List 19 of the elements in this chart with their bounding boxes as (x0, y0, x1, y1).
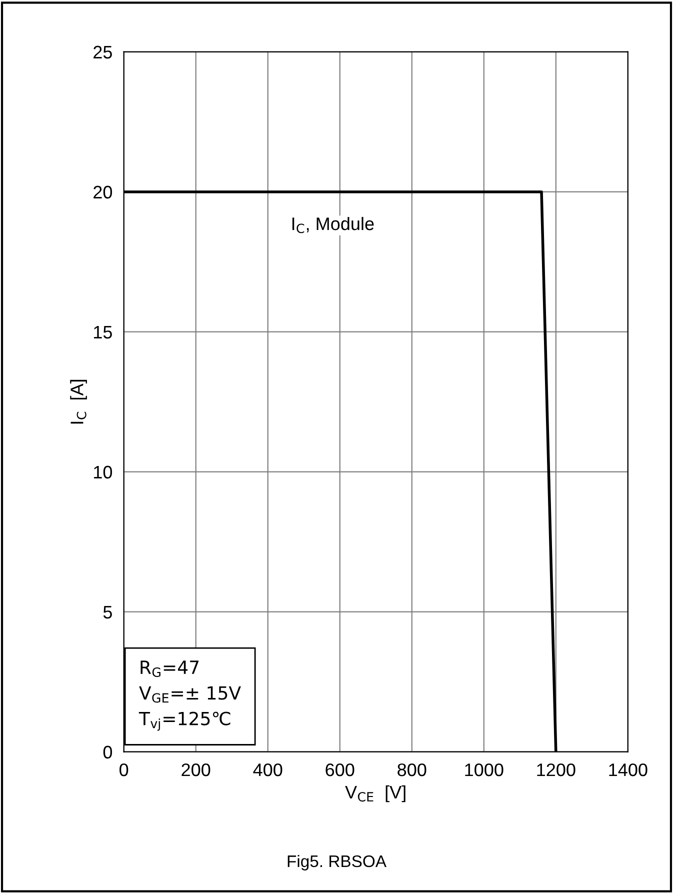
caption: Fig5. RBSOA (288, 854, 386, 870)
y-tick-label: 15 (94, 326, 112, 339)
y-tick-label: 5 (103, 606, 112, 619)
y-tick-label: 25 (94, 46, 112, 59)
y-axis-title: I$_{C}$ [A] (70, 380, 87, 424)
x-tick-label: 0 (120, 763, 128, 776)
x-tick-label: 800 (398, 763, 426, 776)
x-tick-label: 400 (253, 763, 282, 776)
x-tick-label: 200 (182, 763, 210, 776)
x-tick-label: 600 (326, 763, 354, 776)
x-tick-label: 1400 (609, 763, 648, 776)
x-tick-label: 1200 (537, 763, 576, 776)
y-tick-label: 20 (94, 186, 112, 199)
y-tick-label: 0 (103, 746, 112, 759)
x-tick-label: 1000 (465, 763, 504, 776)
y-tick-label: 10 (94, 466, 112, 479)
x-axis-title: V$_{CE}$ [V] (345, 785, 406, 802)
text: R$_{G}$=47 V$_{GE}$=± 15V T$_{vj}$=125℃ (138, 660, 241, 731)
series-label: I$_{C}$, Module (292, 216, 374, 234)
